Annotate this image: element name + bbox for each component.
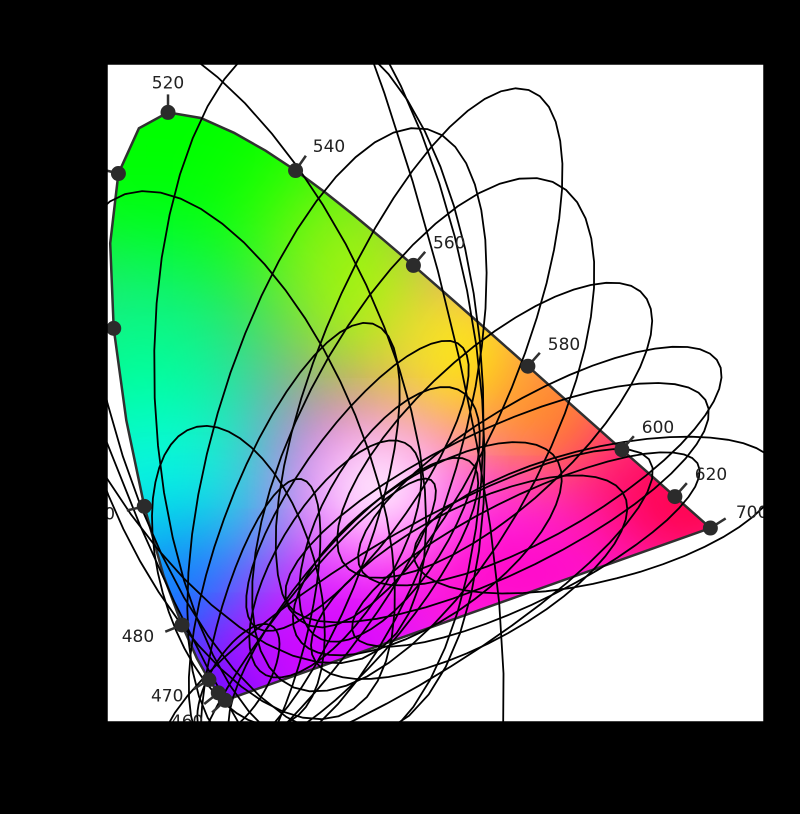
wavelength-label-460: 460: [171, 712, 203, 732]
wavelength-label-600: 600: [642, 418, 674, 438]
wavelength-marker-600: [614, 442, 630, 458]
macadam-ellipse-23: [248, 439, 423, 679]
wavelength-marker-470: [201, 672, 217, 688]
macadam-ellipse-12: [187, 321, 401, 722]
macadam-ellipse-17: [284, 382, 710, 624]
macadam-ellipse-1: [196, 623, 281, 722]
macadam-ellipse-15: [336, 281, 654, 579]
axis-ticks: [101, 63, 765, 728]
wavelength-label-540: 540: [313, 137, 345, 157]
macadam-ellipse-18: [351, 451, 701, 648]
macadam-ellipse-25: [168, 448, 654, 722]
macadam-ellipse-11: [151, 424, 326, 722]
macadam-ellipse-5: [107, 64, 428, 665]
macadam-ellipse-8: [107, 190, 396, 721]
macadam-ellipse-6: [107, 64, 486, 722]
macadam-ellipse-24: [227, 456, 480, 722]
macadam-ellipse-16: [357, 345, 723, 587]
wavelength-marker-580: [520, 358, 536, 374]
wavelength-label-560: 560: [433, 234, 465, 254]
wavelength-marker-500: [107, 320, 122, 336]
wavelength-marker-480: [174, 617, 190, 633]
plot-frame: [106, 63, 765, 723]
macadam-ellipse-9: [186, 127, 488, 722]
macadam-ellipse-14: [251, 177, 596, 693]
wavelength-marker-465: [210, 685, 226, 701]
wavelength-marker-510: [110, 166, 126, 182]
wavelength-marker-520: [160, 104, 176, 120]
wavelength-label-520: 520: [152, 73, 184, 93]
macadam-ellipses: [107, 64, 764, 722]
wavelength-label-490: 490: [83, 504, 115, 524]
wavelength-marker-700: [702, 520, 718, 536]
wavelength-label-470: 470: [151, 687, 183, 707]
wavelength-marker-540: [288, 163, 304, 179]
wavelength-label-580: 580: [548, 335, 580, 355]
macadam-ellipse-19: [412, 435, 764, 595]
macadam-ellipse-10: [274, 87, 564, 629]
wavelength-markers: 460 470 480 490 520 540 560 580 600 620 700: [83, 73, 768, 732]
wavelength-label-700: 700: [736, 503, 768, 523]
wavelength-marker-560: [405, 257, 421, 273]
macadam-ellipse-20: [298, 386, 481, 643]
wavelength-label-620: 620: [695, 465, 727, 485]
wavelength-marker-620: [667, 489, 683, 505]
macadam-ellipse-7: [153, 64, 485, 722]
wavelength-label-480: 480: [122, 627, 154, 647]
wavelength-marker-490: [136, 498, 152, 514]
